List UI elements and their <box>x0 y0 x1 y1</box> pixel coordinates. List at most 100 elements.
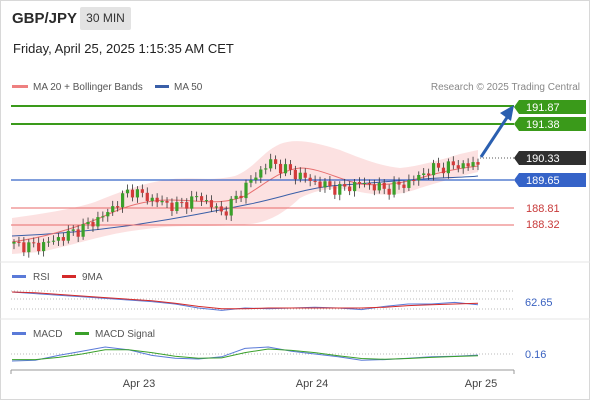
candle-body <box>264 168 268 170</box>
candle-body <box>91 221 95 227</box>
candle-body <box>451 161 455 166</box>
candle-body <box>372 184 376 191</box>
candle-body <box>145 192 149 201</box>
candle-body <box>56 237 61 241</box>
candle-body <box>313 180 317 182</box>
macd-signal-line <box>12 348 479 361</box>
candle-body <box>377 182 381 191</box>
candle-body <box>224 211 228 216</box>
candle-body <box>101 216 105 218</box>
level-label-resistance-1: 191.87 <box>514 100 586 114</box>
candle-body <box>96 217 100 227</box>
candle-body <box>397 181 401 185</box>
candle-body <box>338 184 342 195</box>
timestamp: Friday, April 25, 2025 1:15:35 AM CET <box>13 41 234 56</box>
copyright-text: Research © 2025 Trading Central <box>431 82 580 93</box>
candle-body <box>357 182 362 184</box>
candle-body <box>436 163 441 168</box>
candle-body <box>367 182 372 185</box>
candle-body <box>308 177 312 181</box>
candle-body <box>185 202 189 209</box>
candle-body <box>46 241 51 243</box>
candle-body <box>37 242 41 252</box>
candle-body <box>42 242 46 252</box>
candle-body <box>204 200 209 202</box>
candle-body <box>352 182 357 192</box>
candle-body <box>111 206 115 213</box>
candle-body <box>22 242 26 253</box>
candle-body <box>288 164 293 170</box>
candle-body <box>120 193 125 208</box>
rsi-line <box>11 291 479 311</box>
candle-body <box>165 200 169 203</box>
candle-body <box>318 181 322 188</box>
candle-body <box>427 173 431 176</box>
timeframe-button[interactable]: 30 MIN <box>80 7 131 30</box>
candle-body <box>333 186 337 195</box>
candle-body <box>135 189 140 198</box>
candle-body <box>61 237 65 241</box>
candle-body <box>195 196 199 198</box>
rsi-legend-swatch <box>12 275 26 278</box>
candle-body <box>422 173 426 176</box>
candle-body <box>278 163 283 174</box>
rsi-legend-label: RSI <box>33 272 50 283</box>
candle-body <box>466 163 470 167</box>
x-tick-label: Apr 24 <box>296 378 328 390</box>
candle-body <box>140 189 144 193</box>
candle-body <box>274 159 278 164</box>
candle-body <box>219 206 223 212</box>
svg-text:191.87: 191.87 <box>526 102 560 114</box>
macd-value-label: 0.16 <box>525 349 546 361</box>
candle-body <box>259 169 263 178</box>
candle-body <box>160 200 164 203</box>
candle-body <box>229 198 233 216</box>
candle-body <box>71 229 75 231</box>
ma20-legend-label: MA 20 + Bollinger Bands <box>33 82 143 93</box>
rsi-value-label: 62.65 <box>525 297 553 309</box>
candle-body <box>446 161 450 174</box>
level-label-last: 190.33 <box>514 151 586 165</box>
candle-body <box>476 162 480 165</box>
ma50-line <box>11 175 479 237</box>
candle-body <box>130 189 135 198</box>
svg-text:191.38: 191.38 <box>526 119 560 131</box>
candlesticks <box>12 153 480 258</box>
candle-body <box>239 195 243 199</box>
level-label-pivot: 189.65 <box>514 173 586 187</box>
candle-body <box>323 181 327 188</box>
candle-body <box>76 229 80 237</box>
candle-body <box>456 165 460 169</box>
level-label-resistance-2: 191.38 <box>514 117 586 131</box>
candle-body <box>298 172 302 180</box>
candle-body <box>269 159 273 169</box>
ma50-legend-label: MA 50 <box>174 82 203 93</box>
candle-body <box>12 241 16 244</box>
candle-body <box>51 240 56 242</box>
candle-body <box>402 184 406 188</box>
candle-body <box>471 162 475 167</box>
ma20-legend-swatch <box>12 85 28 88</box>
level-label-support-1: 188.81 <box>526 203 560 215</box>
candle-body <box>125 189 130 194</box>
ma50-legend-swatch <box>155 85 169 88</box>
candle-body <box>32 242 36 244</box>
candle-body <box>441 167 446 174</box>
candle-body <box>209 200 214 208</box>
candle-body <box>407 180 411 188</box>
macd-legend-swatch <box>12 332 26 335</box>
candle-body <box>175 202 179 211</box>
x-tick-label: Apr 25 <box>465 378 497 390</box>
candle-body <box>343 184 347 187</box>
candle-body <box>387 188 391 195</box>
forecast-arrow-shaft <box>479 115 510 158</box>
level-label-support-2: 188.32 <box>526 219 560 231</box>
x-tick-label: Apr 23 <box>123 378 155 390</box>
candle-body <box>412 180 416 182</box>
candle-body <box>155 197 159 203</box>
rsi-ma-legend-swatch <box>62 275 76 278</box>
candle-body <box>199 196 204 201</box>
candle-body <box>283 164 288 174</box>
candle-body <box>116 206 120 208</box>
